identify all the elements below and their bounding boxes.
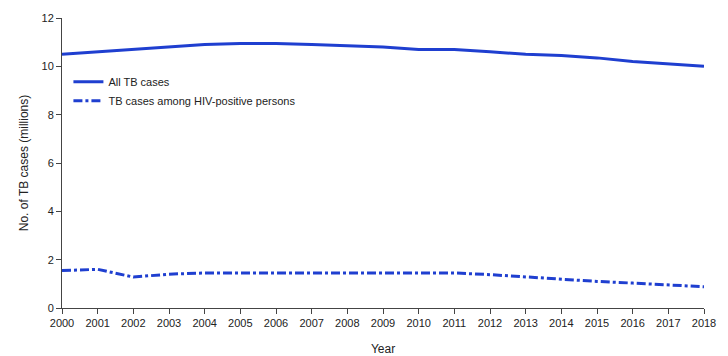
svg-text:2017: 2017 (656, 317, 680, 329)
svg-text:2000: 2000 (50, 317, 74, 329)
svg-text:2003: 2003 (157, 317, 181, 329)
svg-text:2001: 2001 (85, 317, 109, 329)
svg-text:2004: 2004 (192, 317, 216, 329)
svg-text:2013: 2013 (513, 317, 537, 329)
svg-text:2007: 2007 (299, 317, 323, 329)
svg-text:All TB cases: All TB cases (108, 76, 169, 88)
svg-text:2006: 2006 (264, 317, 288, 329)
svg-text:6: 6 (48, 157, 54, 169)
svg-text:2005: 2005 (228, 317, 252, 329)
svg-text:2012: 2012 (478, 317, 502, 329)
svg-text:10: 10 (42, 60, 54, 72)
svg-text:No. of TB cases (millions): No. of TB cases (millions) (17, 95, 31, 231)
svg-text:2009: 2009 (371, 317, 395, 329)
svg-text:2002: 2002 (121, 317, 145, 329)
svg-text:2010: 2010 (406, 317, 430, 329)
svg-text:8: 8 (48, 109, 54, 121)
svg-text:2008: 2008 (335, 317, 359, 329)
svg-text:TB cases among HIV-positive pe: TB cases among HIV-positive persons (108, 95, 295, 107)
svg-text:Year: Year (371, 342, 395, 356)
svg-text:2014: 2014 (549, 317, 573, 329)
svg-text:0: 0 (48, 302, 54, 314)
svg-text:2016: 2016 (620, 317, 644, 329)
svg-text:2011: 2011 (443, 317, 467, 329)
svg-text:4: 4 (48, 205, 54, 217)
svg-text:12: 12 (42, 12, 54, 24)
svg-text:2015: 2015 (585, 317, 609, 329)
svg-text:2018: 2018 (692, 317, 716, 329)
svg-text:2: 2 (48, 254, 54, 266)
